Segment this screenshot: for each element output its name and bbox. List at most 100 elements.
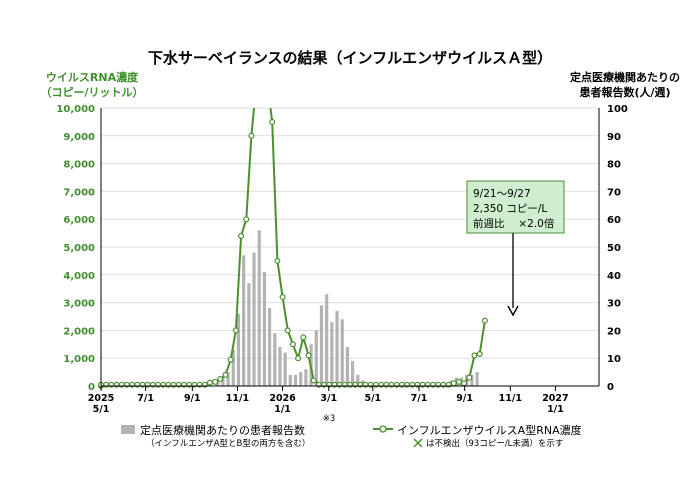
rna-marker <box>461 380 468 387</box>
x-tick-label-sub: 1/1 <box>547 404 564 415</box>
axes-layer <box>100 108 600 391</box>
x-tick-label: 7/1 <box>137 393 154 404</box>
left-tick-label: 7,000 <box>63 187 95 198</box>
patient-bar <box>304 369 308 386</box>
patient-bar <box>330 322 334 386</box>
legend: 定点医療機関あたりの患者報告数 （インフルエンザA型とB型の両方を含む） インフ… <box>121 423 582 449</box>
patient-bar <box>278 347 282 386</box>
patient-bar <box>319 305 324 386</box>
patient-bar <box>340 319 344 386</box>
x-tick-label: 9/1 <box>184 393 201 404</box>
x-tick-label-sub: 5/1 <box>93 404 110 415</box>
legend-line-marker <box>379 425 387 433</box>
rna-marker <box>227 356 234 363</box>
right-tick-label: 40 <box>607 271 621 282</box>
patient-bar <box>293 374 298 386</box>
rna-marker <box>279 294 286 301</box>
rna-marker <box>455 378 462 385</box>
chart-title: 下水サーベイランスの結果（インフルエンザウイルスＡ型） <box>148 49 552 67</box>
line-layer <box>97 108 488 390</box>
patient-bar <box>226 372 230 386</box>
right-tick-label: 50 <box>607 243 621 254</box>
right-tick-label: 30 <box>607 299 621 310</box>
right-tick-label: 70 <box>607 187 621 198</box>
patient-bar <box>356 374 360 386</box>
patient-bar <box>242 255 246 386</box>
rna-marker <box>300 334 307 341</box>
patient-bar <box>299 372 303 386</box>
rna-marker <box>222 371 229 378</box>
right-tick-label: 10 <box>607 354 621 365</box>
annotation-line3: 前週比 ×2.0倍 <box>473 217 555 230</box>
x-tick-label: 7/1 <box>411 393 428 404</box>
legend-bar-label: 定点医療機関あたりの患者報告数 <box>140 423 305 437</box>
patient-bar <box>470 374 474 386</box>
rna-marker <box>481 317 488 324</box>
left-tick-label: 2,000 <box>63 326 95 337</box>
rna-marker <box>295 355 302 362</box>
rna-marker <box>305 352 312 359</box>
right-tick-label: 90 <box>607 132 621 143</box>
rna-marker <box>217 376 224 383</box>
patient-bar <box>252 252 256 386</box>
patient-bar <box>247 283 251 386</box>
left-axis-label-line1: ウイルスRNA濃度 <box>46 70 139 84</box>
left-tick-label: 5,000 <box>63 243 95 254</box>
legend-bar-sub: （インフルエンザA型とB型の両方を含む） <box>146 438 310 449</box>
left-tick-label: 9,000 <box>63 132 95 143</box>
annotation-line1: 9/21～9/27 <box>473 188 531 200</box>
patient-bar <box>267 308 272 386</box>
left-tick-label: 4,000 <box>63 271 95 282</box>
patient-bar <box>273 333 277 386</box>
rna-marker <box>243 216 250 223</box>
annotation-arrow-head <box>507 305 519 317</box>
patient-bar <box>236 313 241 386</box>
patient-bar <box>350 360 355 386</box>
right-axis-label-line2: 患者報告数(人/週) <box>579 85 670 99</box>
left-tick-label: 10,000 <box>56 104 95 115</box>
annotation-callout: 9/21～9/27 2,350 コピー/L 前週比 ×2.0倍 <box>466 180 565 317</box>
rna-marker <box>471 352 478 359</box>
grid-layer <box>101 107 599 359</box>
right-axis-label-line1: 定点医療機関あたりの <box>570 70 680 84</box>
rna-marker <box>248 132 255 139</box>
patient-bar <box>262 272 267 386</box>
patient-bar <box>345 347 350 386</box>
rna-marker <box>238 232 245 239</box>
patient-bar <box>231 349 235 386</box>
x-tick-label: 3/1 <box>320 393 337 404</box>
x-tick-label: 2025 <box>88 393 114 404</box>
rna-marker <box>206 379 213 386</box>
x-tick-label: 2026 <box>269 393 296 404</box>
right-tick-label: 80 <box>607 160 621 171</box>
legend-line-sub: は不検出（93コピー/L未満）を示す <box>426 438 563 449</box>
patient-bar <box>288 374 292 386</box>
right-tick-label: 100 <box>607 104 628 115</box>
annotation-box <box>466 180 565 234</box>
rna-marker <box>212 378 219 385</box>
x-tick-label: 5/1 <box>364 393 381 404</box>
x-tick-label: 11/1 <box>226 393 249 404</box>
left-tick-label: 3,000 <box>63 299 95 310</box>
right-tick-label: 60 <box>607 215 621 226</box>
x-tick-label: 2027 <box>542 393 568 404</box>
legend-bar-swatch <box>121 425 135 434</box>
ticks-layer: 0 1,000 2,000 3,000 4,000 5,000 6,000 7,000 8,00… <box>56 104 628 415</box>
legend-line-label: インフルエンザウイルスA型RNA濃度 <box>397 423 582 437</box>
x-tick-label: 11/1 <box>499 393 522 404</box>
patient-bar <box>257 230 261 386</box>
rna-marker <box>284 327 291 334</box>
rna-marker <box>310 377 317 384</box>
rna-marker <box>232 327 239 334</box>
patient-bar <box>335 310 339 386</box>
bars-layer <box>216 230 479 386</box>
annotation-line2: 2,350 コピー/L <box>473 203 547 215</box>
rna-marker <box>289 341 296 348</box>
rna-marker <box>476 351 483 358</box>
x-tick-label: 9/1 <box>456 393 473 404</box>
footnote-mark: ※3 <box>323 414 336 424</box>
patient-bar <box>314 330 318 386</box>
patient-bar <box>475 372 479 386</box>
patient-bar <box>221 377 225 386</box>
